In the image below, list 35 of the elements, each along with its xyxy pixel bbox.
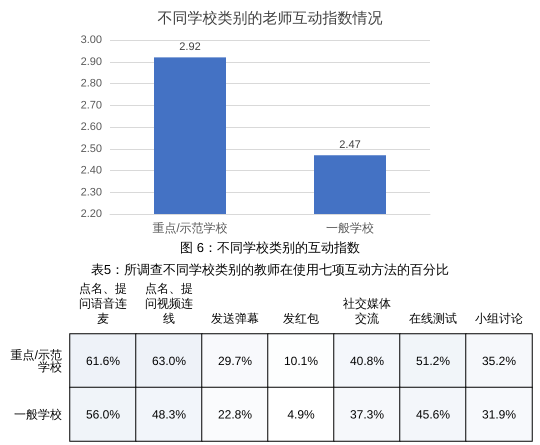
data-label: 37.3% — [350, 407, 384, 422]
y-tick-label: 2.20 — [80, 208, 102, 220]
data-label: 35.2% — [482, 354, 516, 368]
y-tick-label: 2.50 — [80, 142, 102, 155]
chart-title: 不同学校类别的老师互动指数情况 — [158, 10, 382, 27]
x-tick-label: 点名、提问语音连麦 — [79, 282, 127, 326]
data-label: 29.7% — [218, 354, 252, 368]
y-tick-label: 2.70 — [80, 99, 102, 112]
y-tick-label: 3.00 — [80, 34, 102, 46]
x-tick-label: 小组讨论 — [475, 312, 523, 326]
x-tick-label: 发送弹幕 — [211, 312, 259, 326]
y-tick-label: 2.60 — [80, 121, 102, 133]
y-tick-label: 2.30 — [80, 186, 102, 198]
y-tick-label: 2.40 — [80, 164, 102, 176]
x-tick-label: 点名、提问视频连线 — [145, 282, 193, 326]
chart-title: 表5：所调查不同学校类别的教师在使用七项互动方法的百分比 — [90, 262, 450, 277]
data-label: 63.0% — [152, 354, 186, 368]
data-label: 40.8% — [350, 354, 384, 368]
data-label: 10.1% — [284, 354, 318, 368]
data-label: 56.0% — [86, 407, 120, 422]
data-label: 4.9% — [287, 407, 315, 422]
x-tick-label: 社交媒体交流 — [343, 296, 391, 326]
data-label: 51.2% — [416, 354, 450, 368]
data-label: 31.9% — [482, 407, 516, 422]
x-tick-label: 发红包 — [283, 312, 319, 326]
data-label: 45.6% — [416, 407, 450, 422]
data-label: 2.92 — [179, 40, 201, 53]
y-tick-label: 2.90 — [80, 56, 102, 68]
data-label: 61.6% — [86, 354, 120, 368]
data-label: 48.3% — [152, 407, 186, 422]
data-label: 2.47 — [339, 138, 361, 151]
caption: 图 6：不同学校类别的互动指数 — [180, 240, 360, 255]
x-tick-label: 在线测试 — [409, 312, 457, 326]
data-label: 22.8% — [218, 407, 252, 422]
y-tick-label: 2.80 — [80, 78, 102, 90]
